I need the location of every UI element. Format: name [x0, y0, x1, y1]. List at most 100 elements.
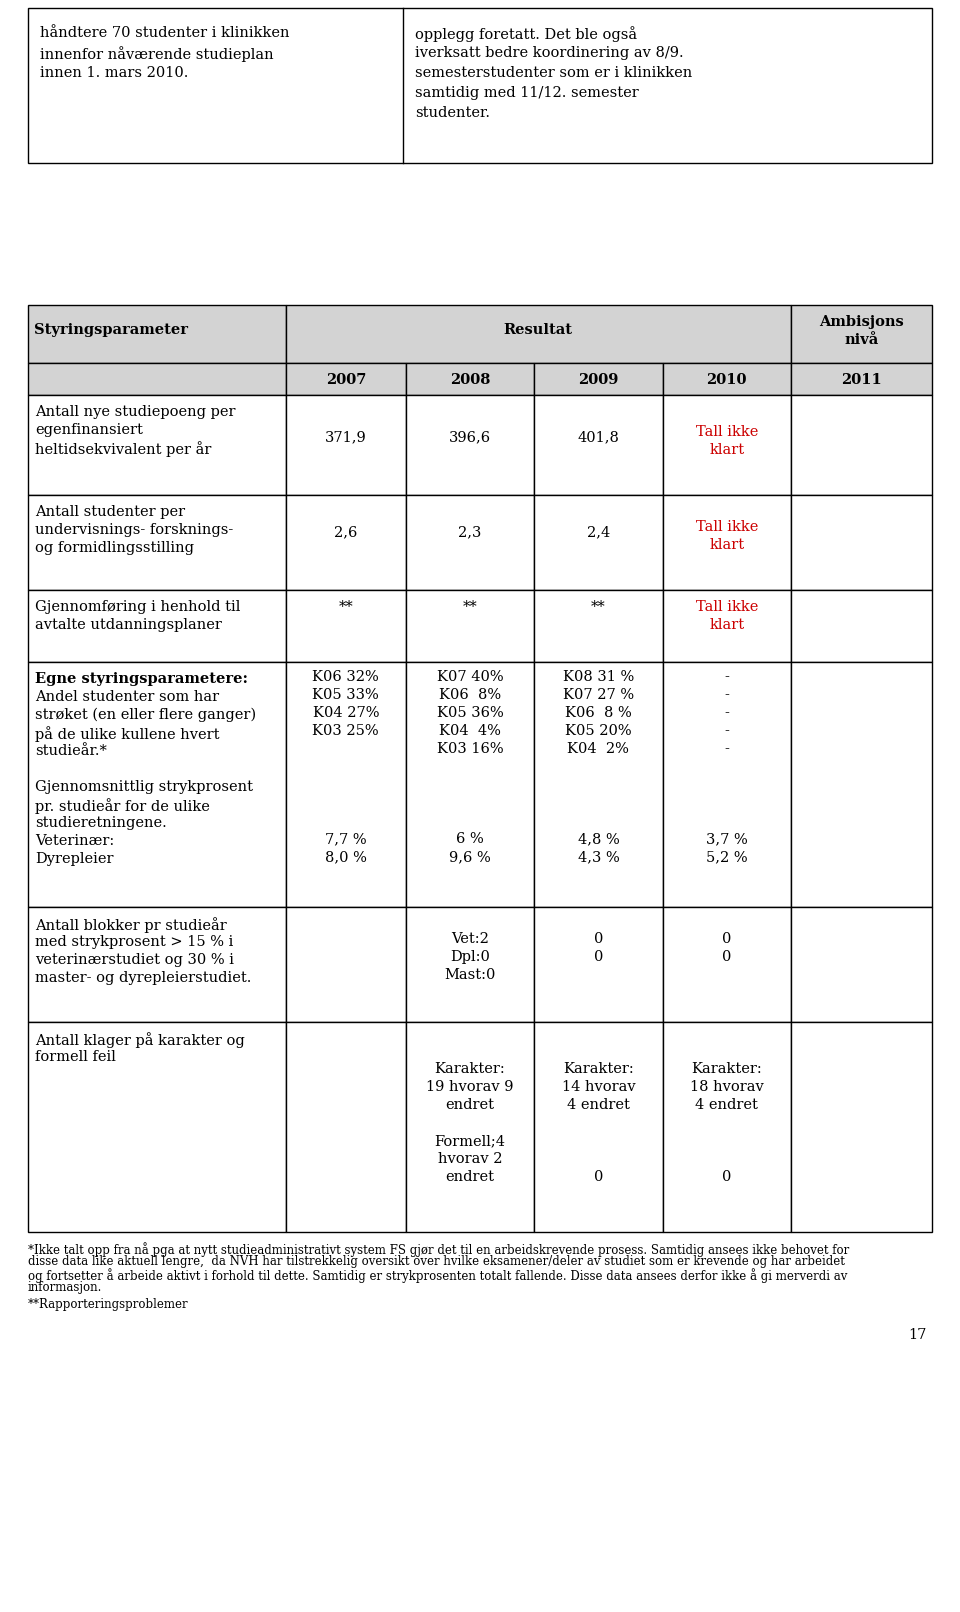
Bar	[406, 908, 534, 1022]
Bar	[406, 590, 534, 663]
Bar	[534, 1022, 662, 1232]
Bar	[28, 663, 286, 908]
Text: 4,8 %: 4,8 %	[578, 832, 619, 846]
Text: endret: endret	[445, 1098, 494, 1112]
Text: 8,0 %: 8,0 %	[324, 850, 367, 864]
Text: disse data like aktuell lengre,  da NVH har tilstrekkelig oversikt over hvilke e: disse data like aktuell lengre, da NVH h…	[28, 1256, 845, 1269]
Bar	[286, 395, 406, 495]
Text: 2009: 2009	[578, 372, 618, 387]
Bar	[28, 305, 286, 363]
Text: Dpl:0: Dpl:0	[450, 949, 490, 964]
Text: Karakter:: Karakter:	[435, 1062, 505, 1075]
Text: 2,4: 2,4	[587, 526, 610, 538]
Text: innen 1. mars 2010.: innen 1. mars 2010.	[40, 66, 188, 81]
Text: hvorav 2: hvorav 2	[438, 1153, 502, 1165]
Text: -: -	[725, 742, 730, 756]
Text: veterinærstudiet og 30 % i: veterinærstudiet og 30 % i	[35, 953, 234, 967]
Text: 0: 0	[722, 1170, 732, 1183]
Text: innenfor nåværende studieplan: innenfor nåværende studieplan	[40, 47, 274, 61]
Text: egenfinansiert: egenfinansiert	[35, 422, 143, 437]
Text: master- og dyrepleierstudiet.: master- og dyrepleierstudiet.	[35, 970, 252, 985]
Text: **Rapporteringsproblemer: **Rapporteringsproblemer	[28, 1298, 188, 1311]
Text: 2,6: 2,6	[334, 526, 357, 538]
Text: 3,7 %: 3,7 %	[706, 832, 748, 846]
Text: Resultat: Resultat	[504, 322, 573, 337]
Text: og formidlingsstilling: og formidlingsstilling	[35, 542, 194, 555]
Bar	[662, 1022, 791, 1232]
Text: Tall ikke: Tall ikke	[696, 600, 758, 614]
Bar	[662, 363, 791, 395]
Text: og fortsetter å arbeide aktivt i forhold til dette. Samtidig er strykprosenten t: og fortsetter å arbeide aktivt i forhold…	[28, 1269, 848, 1283]
Text: 401,8: 401,8	[578, 430, 619, 443]
Text: Karakter:: Karakter:	[691, 1062, 762, 1075]
Bar	[28, 590, 286, 663]
Text: strøket (en eller flere ganger): strøket (en eller flere ganger)	[35, 708, 256, 722]
Text: håndtere 70 studenter i klinikken: håndtere 70 studenter i klinikken	[40, 26, 290, 40]
Text: 7,7 %: 7,7 %	[324, 832, 367, 846]
Text: med strykprosent > 15 % i: med strykprosent > 15 % i	[35, 935, 233, 949]
Bar	[28, 1022, 286, 1232]
Text: **: **	[338, 600, 353, 614]
Text: 19 hvorav 9: 19 hvorav 9	[426, 1080, 514, 1095]
Text: K04  4%: K04 4%	[439, 724, 501, 738]
Text: klart: klart	[709, 538, 744, 551]
Text: K04  2%: K04 2%	[567, 742, 630, 756]
Text: K07 27 %: K07 27 %	[563, 688, 634, 701]
Text: Egne styringsparametere:: Egne styringsparametere:	[35, 672, 248, 687]
Text: 4,3 %: 4,3 %	[578, 850, 619, 864]
Text: Veterinær:: Veterinær:	[35, 833, 114, 848]
Bar	[286, 495, 406, 590]
Bar	[791, 305, 932, 363]
Text: 4 endret: 4 endret	[695, 1098, 758, 1112]
Bar	[534, 395, 662, 495]
Text: 0: 0	[593, 932, 603, 946]
Text: samtidig med 11/12. semester: samtidig med 11/12. semester	[415, 85, 639, 100]
Text: 0: 0	[722, 949, 732, 964]
Text: Styringsparameter: Styringsparameter	[34, 322, 188, 337]
Bar	[406, 395, 534, 495]
Bar	[662, 495, 791, 590]
Text: nivå: nivå	[845, 334, 878, 347]
Text: semesterstudenter som er i klinikken: semesterstudenter som er i klinikken	[415, 66, 692, 81]
Text: K03 25%: K03 25%	[312, 724, 379, 738]
Text: K06  8%: K06 8%	[439, 688, 501, 701]
Text: 9,6 %: 9,6 %	[449, 850, 491, 864]
Text: klart: klart	[709, 617, 744, 632]
Text: Andel studenter som har: Andel studenter som har	[35, 690, 219, 704]
Text: 4 endret: 4 endret	[567, 1098, 630, 1112]
Bar	[286, 305, 791, 363]
Text: heltidsekvivalent per år: heltidsekvivalent per år	[35, 442, 211, 456]
Text: formell feil: formell feil	[35, 1049, 116, 1064]
Text: 2008: 2008	[450, 372, 491, 387]
Text: K06  8 %: K06 8 %	[565, 706, 632, 721]
Text: endret: endret	[445, 1170, 494, 1183]
Bar	[406, 1022, 534, 1232]
Bar	[662, 663, 791, 908]
Text: -: -	[725, 724, 730, 738]
Bar	[406, 663, 534, 908]
Text: 371,9: 371,9	[324, 430, 367, 443]
Text: K07 40%: K07 40%	[437, 671, 503, 683]
Bar	[662, 908, 791, 1022]
Bar	[791, 1022, 932, 1232]
Text: studieretningene.: studieretningene.	[35, 816, 167, 830]
Text: K05 33%: K05 33%	[312, 688, 379, 701]
Bar	[662, 395, 791, 495]
Text: klart: klart	[709, 443, 744, 456]
Text: K04 27%: K04 27%	[313, 706, 379, 721]
Bar	[28, 395, 286, 495]
Bar	[534, 908, 662, 1022]
Bar	[286, 590, 406, 663]
Bar	[28, 908, 286, 1022]
Text: Antall nye studiepoeng per: Antall nye studiepoeng per	[35, 405, 235, 419]
Text: Antall blokker pr studieår: Antall blokker pr studieår	[35, 917, 227, 933]
Text: 0: 0	[593, 1170, 603, 1183]
Bar	[28, 495, 286, 590]
Text: 14 hvorav: 14 hvorav	[562, 1080, 636, 1095]
Text: K03 16%: K03 16%	[437, 742, 503, 756]
Bar	[534, 663, 662, 908]
Text: -: -	[725, 688, 730, 701]
Text: 2,3: 2,3	[458, 526, 482, 538]
Bar	[286, 363, 406, 395]
Text: K06 32%: K06 32%	[312, 671, 379, 683]
